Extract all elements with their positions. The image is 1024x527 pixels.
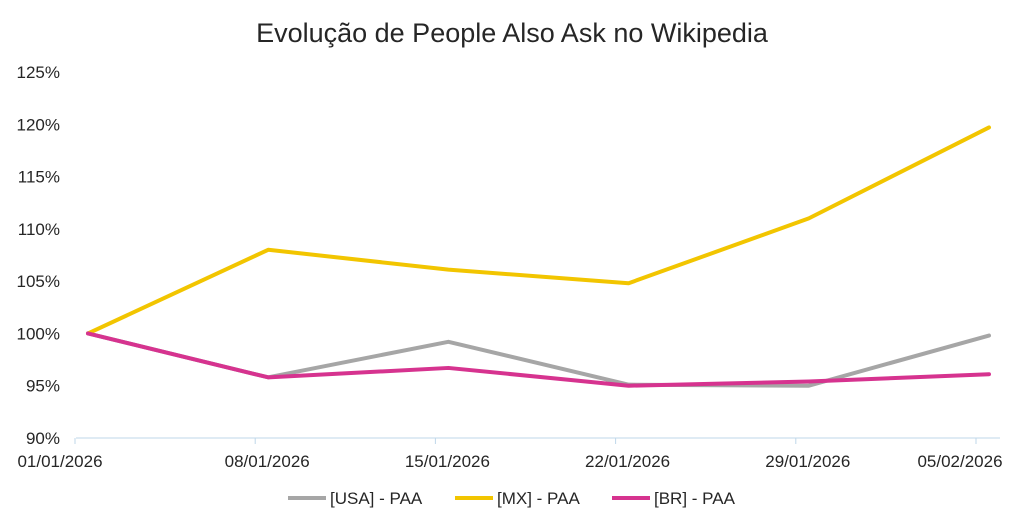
axes: 90% 95% 100% 105% 110% 115% 120% 125% 01/01/2026… bbox=[17, 63, 1003, 471]
x-tick-label: 05/02/2026 bbox=[917, 452, 1002, 471]
series-lines bbox=[86, 125, 991, 388]
y-tick-label: 115% bbox=[18, 168, 60, 187]
y-tick-label: 125% bbox=[17, 63, 60, 82]
y-tick-label: 100% bbox=[17, 324, 60, 343]
x-tick-label: 29/01/2026 bbox=[765, 452, 850, 471]
y-tick-label: 95% bbox=[26, 377, 60, 396]
y-tick-label: 90% bbox=[26, 429, 60, 448]
legend-label: [USA] - PAA bbox=[330, 489, 423, 508]
x-tick-label: 15/01/2026 bbox=[405, 452, 490, 471]
x-tick-label: 08/01/2026 bbox=[225, 452, 310, 471]
y-tick-label: 120% bbox=[17, 115, 60, 134]
y-tick-label: 105% bbox=[17, 272, 60, 291]
x-tick-label: 22/01/2026 bbox=[585, 452, 670, 471]
series-line bbox=[86, 125, 991, 336]
series-line bbox=[86, 331, 991, 388]
legend-label: [BR] - PAA bbox=[654, 489, 736, 508]
legend-label: [MX] - PAA bbox=[497, 489, 580, 508]
y-tick-label: 110% bbox=[18, 220, 60, 239]
legend: [USA] - PAA [MX] - PAA [BR] - PAA bbox=[288, 489, 736, 508]
chart-title: Evolução de People Also Ask no Wikipedia bbox=[256, 18, 769, 48]
x-tick-label: 01/01/2026 bbox=[17, 452, 102, 471]
